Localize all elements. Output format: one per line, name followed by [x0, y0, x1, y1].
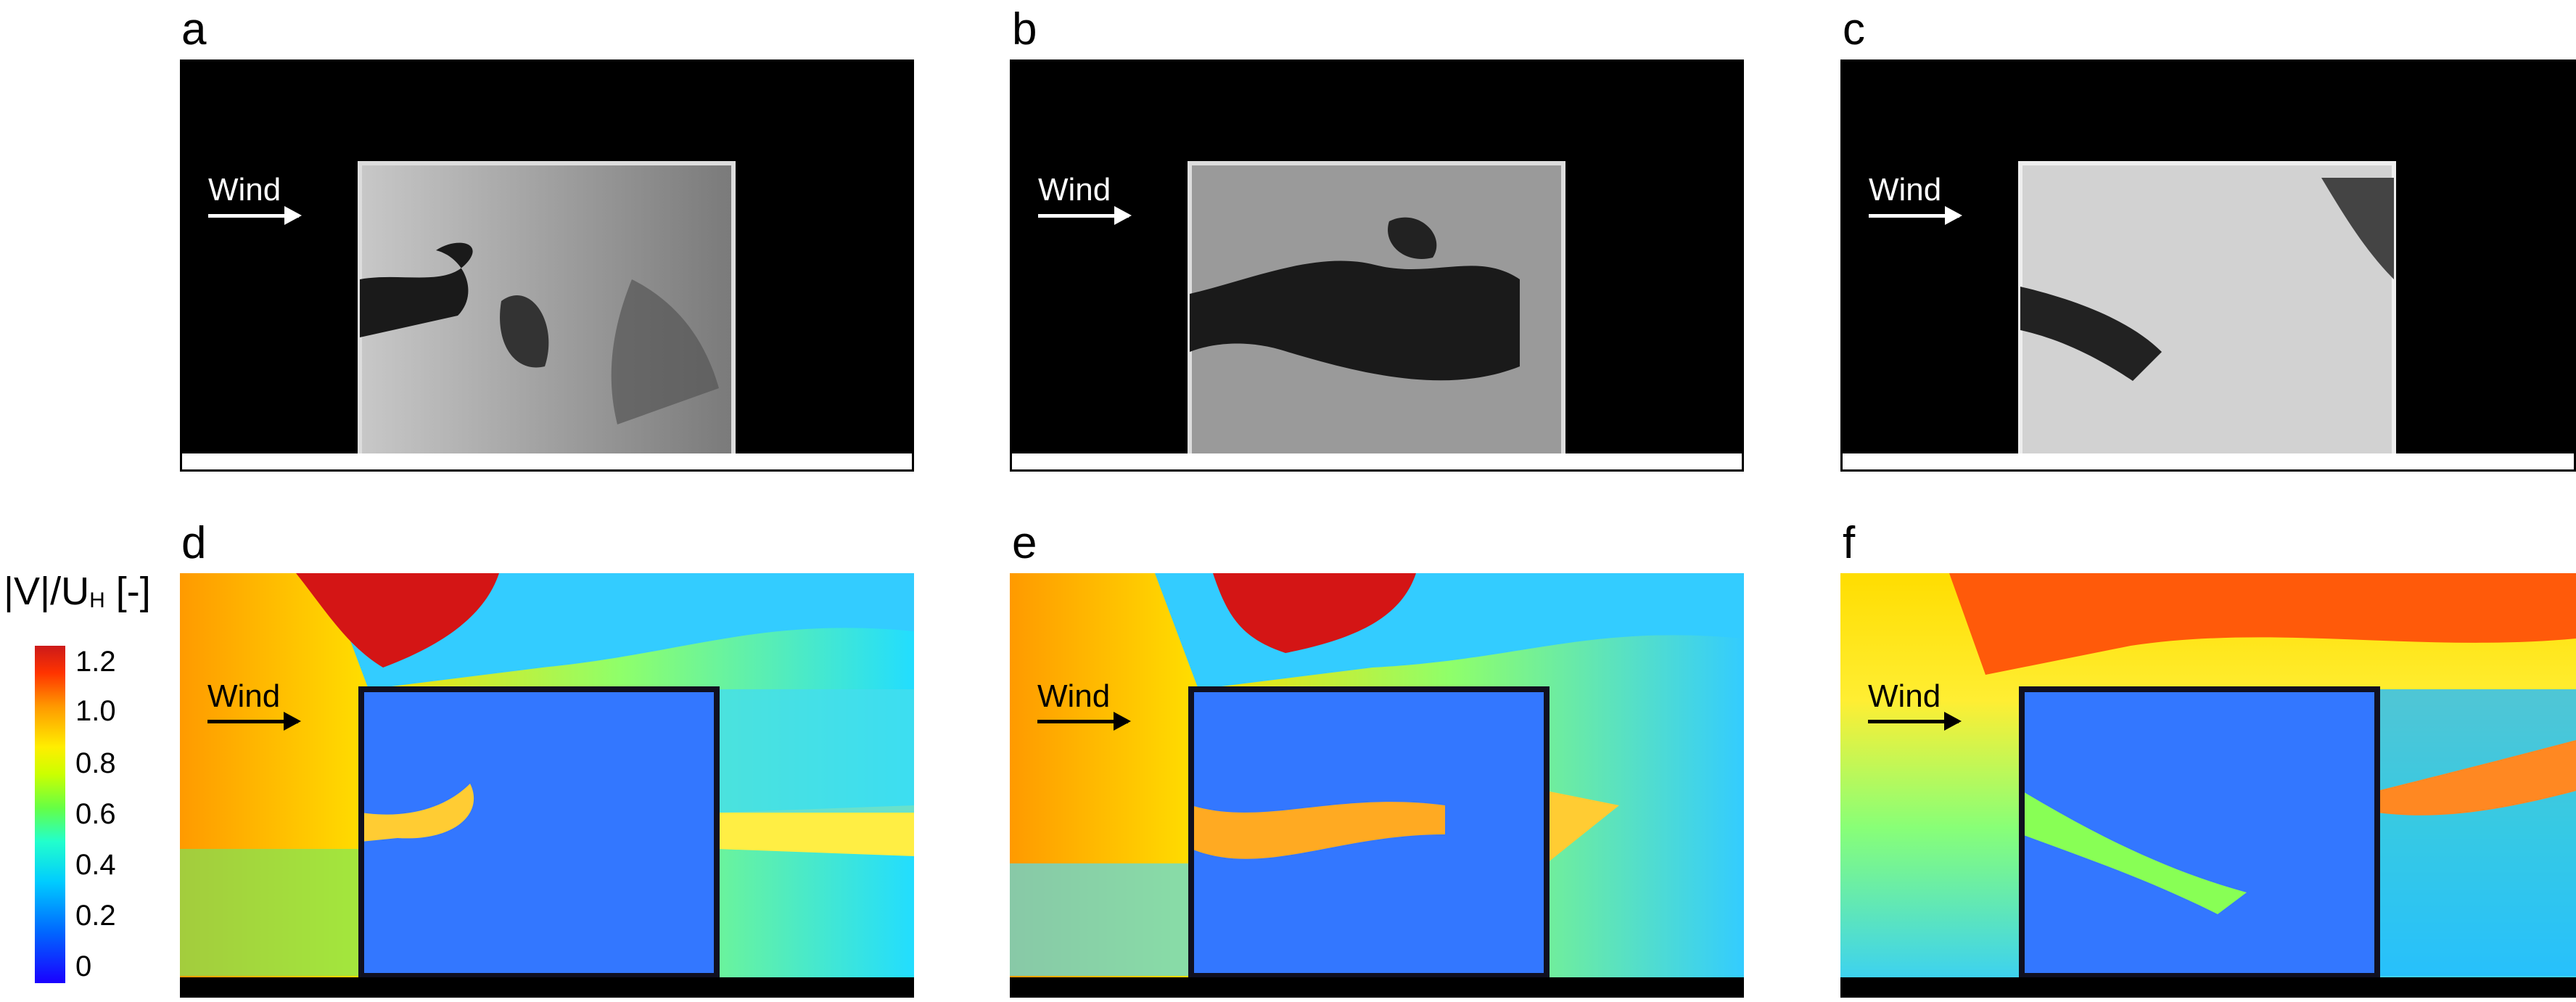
photo-panel-b: Wind	[1010, 59, 1744, 472]
panel-label-f: f	[1843, 518, 1856, 568]
ground-strip	[1840, 977, 2576, 998]
cfd-panel-e: Wind	[1010, 573, 1744, 998]
cfd-panel-d: Wind	[180, 573, 914, 998]
wind-label: Wind	[1869, 172, 1942, 208]
wind-label: Wind	[208, 172, 281, 208]
colorbar-tick: 0	[75, 950, 92, 982]
panel-label-a: a	[181, 4, 207, 54]
floor-strip	[1843, 453, 2574, 469]
photo-panel-c: Wind	[1840, 59, 2576, 472]
wind-label: Wind	[207, 678, 281, 714]
velocity-field-d	[180, 573, 914, 998]
colorbar-tick: 0.8	[75, 747, 116, 779]
colorbar	[35, 646, 65, 983]
velocity-field-e	[1010, 573, 1744, 998]
photo-panel-a: Wind	[180, 59, 914, 472]
wind-arrow-icon	[1037, 712, 1131, 731]
floor-strip	[1012, 453, 1742, 469]
panel-label-e: e	[1012, 518, 1037, 568]
colorbar-tick: 0.2	[75, 900, 116, 932]
cfd-panel-f: Wind	[1840, 573, 2576, 998]
wind-label: Wind	[1037, 678, 1111, 714]
panel-label-b: b	[1012, 4, 1037, 54]
velocity-field-f	[1840, 573, 2576, 998]
floor-strip	[182, 453, 912, 469]
ground-strip	[1010, 977, 1744, 998]
wind-label: Wind	[1868, 678, 1941, 714]
wind-arrow-icon	[1868, 712, 1962, 731]
model-photo-c	[2018, 161, 2396, 459]
colorbar-tick: 0.4	[75, 849, 116, 881]
model-photo-a	[358, 161, 736, 459]
panel-label-d: d	[181, 518, 207, 568]
wind-arrow-icon	[1869, 206, 1962, 225]
colorbar-tick: 1.0	[75, 695, 116, 727]
wind-label: Wind	[1038, 172, 1111, 208]
colorbar-title: |V|/UH [-]	[4, 570, 151, 613]
colorbar-tick: 1.2	[75, 646, 116, 678]
ground-strip	[180, 977, 914, 998]
wind-arrow-icon	[208, 206, 302, 225]
colorbar-tick: 0.6	[75, 798, 116, 830]
wind-arrow-icon	[207, 712, 301, 731]
panel-label-c: c	[1843, 4, 1865, 54]
model-photo-b	[1188, 161, 1565, 459]
wind-arrow-icon	[1038, 206, 1132, 225]
